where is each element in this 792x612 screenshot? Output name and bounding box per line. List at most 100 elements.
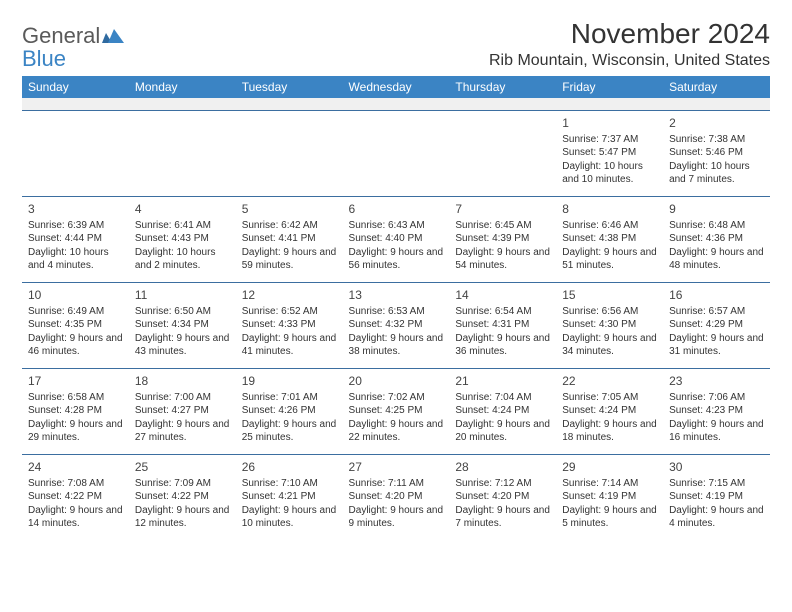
day-number: 7	[455, 201, 550, 217]
day-number: 21	[455, 373, 550, 389]
sunset-line: Sunset: 4:23 PM	[669, 404, 764, 418]
day-cell: 19Sunrise: 7:01 AMSunset: 4:26 PMDayligh…	[236, 368, 343, 454]
day-number: 26	[242, 459, 337, 475]
day-number: 2	[669, 115, 764, 131]
day-header: Wednesday	[343, 76, 450, 98]
spacer-row	[22, 98, 770, 110]
empty-cell	[22, 110, 129, 196]
sunrise-line: Sunrise: 6:53 AM	[349, 305, 444, 319]
daylight-line: Daylight: 10 hours and 2 minutes.	[135, 246, 230, 273]
daylight-line: Daylight: 9 hours and 29 minutes.	[28, 418, 123, 445]
sunrise-line: Sunrise: 6:46 AM	[562, 219, 657, 233]
sunset-line: Sunset: 4:20 PM	[349, 490, 444, 504]
day-number: 15	[562, 287, 657, 303]
day-number: 22	[562, 373, 657, 389]
sunrise-line: Sunrise: 7:12 AM	[455, 477, 550, 491]
sunrise-line: Sunrise: 7:09 AM	[135, 477, 230, 491]
sunrise-line: Sunrise: 6:57 AM	[669, 305, 764, 319]
brand-logo: General Blue	[22, 25, 124, 70]
sunset-line: Sunset: 4:28 PM	[28, 404, 123, 418]
day-number: 25	[135, 459, 230, 475]
sunset-line: Sunset: 4:33 PM	[242, 318, 337, 332]
sunrise-line: Sunrise: 7:15 AM	[669, 477, 764, 491]
daylight-line: Daylight: 10 hours and 10 minutes.	[562, 160, 657, 187]
day-cell: 14Sunrise: 6:54 AMSunset: 4:31 PMDayligh…	[449, 282, 556, 368]
day-cell: 8Sunrise: 6:46 AMSunset: 4:38 PMDaylight…	[556, 196, 663, 282]
sunset-line: Sunset: 4:39 PM	[455, 232, 550, 246]
daylight-line: Daylight: 9 hours and 20 minutes.	[455, 418, 550, 445]
day-header: Tuesday	[236, 76, 343, 98]
empty-cell	[449, 110, 556, 196]
day-cell: 10Sunrise: 6:49 AMSunset: 4:35 PMDayligh…	[22, 282, 129, 368]
day-cell: 12Sunrise: 6:52 AMSunset: 4:33 PMDayligh…	[236, 282, 343, 368]
header: General Blue November 2024 Rib Mountain,…	[22, 18, 770, 70]
sunset-line: Sunset: 4:26 PM	[242, 404, 337, 418]
day-number: 24	[28, 459, 123, 475]
day-cell: 9Sunrise: 6:48 AMSunset: 4:36 PMDaylight…	[663, 196, 770, 282]
sunset-line: Sunset: 4:25 PM	[349, 404, 444, 418]
calendar-table: SundayMondayTuesdayWednesdayThursdayFrid…	[22, 76, 770, 540]
day-number: 5	[242, 201, 337, 217]
sunrise-line: Sunrise: 7:08 AM	[28, 477, 123, 491]
sunrise-line: Sunrise: 7:37 AM	[562, 133, 657, 147]
sunrise-line: Sunrise: 7:00 AM	[135, 391, 230, 405]
sunset-line: Sunset: 4:22 PM	[135, 490, 230, 504]
daylight-line: Daylight: 9 hours and 4 minutes.	[669, 504, 764, 531]
sunrise-line: Sunrise: 7:06 AM	[669, 391, 764, 405]
daylight-line: Daylight: 9 hours and 43 minutes.	[135, 332, 230, 359]
day-cell: 4Sunrise: 6:41 AMSunset: 4:43 PMDaylight…	[129, 196, 236, 282]
daylight-line: Daylight: 9 hours and 31 minutes.	[669, 332, 764, 359]
day-number: 27	[349, 459, 444, 475]
day-cell: 2Sunrise: 7:38 AMSunset: 5:46 PMDaylight…	[663, 110, 770, 196]
day-cell: 24 Sunrise: 7:08 AMSunset: 4:22 PMDayligh…	[22, 454, 129, 540]
daylight-line: Daylight: 9 hours and 9 minutes.	[349, 504, 444, 531]
sunset-line: Sunset: 4:22 PM	[28, 490, 123, 504]
day-number: 3	[28, 201, 123, 217]
logo-general: General	[22, 23, 100, 48]
daylight-line: Daylight: 10 hours and 4 minutes.	[28, 246, 123, 273]
day-number: 18	[135, 373, 230, 389]
sunset-line: Sunset: 4:43 PM	[135, 232, 230, 246]
day-number: 12	[242, 287, 337, 303]
day-cell: 5Sunrise: 6:42 AMSunset: 4:41 PMDaylight…	[236, 196, 343, 282]
daylight-line: Daylight: 9 hours and 5 minutes.	[562, 504, 657, 531]
day-number: 9	[669, 201, 764, 217]
day-cell: 16Sunrise: 6:57 AMSunset: 4:29 PMDayligh…	[663, 282, 770, 368]
sunset-line: Sunset: 4:27 PM	[135, 404, 230, 418]
day-cell: 1Sunrise: 7:37 AMSunset: 5:47 PMDaylight…	[556, 110, 663, 196]
day-cell: 3Sunrise: 6:39 AMSunset: 4:44 PMDaylight…	[22, 196, 129, 282]
day-cell: 30 Sunrise: 7:15 AMSunset: 4:19 PMDayligh…	[663, 454, 770, 540]
day-cell: 18Sunrise: 7:00 AMSunset: 4:27 PMDayligh…	[129, 368, 236, 454]
day-cell: 20Sunrise: 7:02 AMSunset: 4:25 PMDayligh…	[343, 368, 450, 454]
sunrise-line: Sunrise: 7:14 AM	[562, 477, 657, 491]
sunset-line: Sunset: 5:46 PM	[669, 146, 764, 160]
day-cell: 6Sunrise: 6:43 AMSunset: 4:40 PMDaylight…	[343, 196, 450, 282]
week-row: 10Sunrise: 6:49 AMSunset: 4:35 PMDayligh…	[22, 282, 770, 368]
daylight-line: Daylight: 9 hours and 34 minutes.	[562, 332, 657, 359]
daylight-line: Daylight: 9 hours and 14 minutes.	[28, 504, 123, 531]
sunrise-line: Sunrise: 7:01 AM	[242, 391, 337, 405]
day-number: 14	[455, 287, 550, 303]
sunset-line: Sunset: 4:19 PM	[562, 490, 657, 504]
sunrise-line: Sunrise: 6:50 AM	[135, 305, 230, 319]
day-number: 6	[349, 201, 444, 217]
day-number: 1	[562, 115, 657, 131]
daylight-line: Daylight: 9 hours and 54 minutes.	[455, 246, 550, 273]
empty-cell	[236, 110, 343, 196]
day-number: 17	[28, 373, 123, 389]
sunset-line: Sunset: 4:35 PM	[28, 318, 123, 332]
day-cell: 21Sunrise: 7:04 AMSunset: 4:24 PMDayligh…	[449, 368, 556, 454]
week-row: 17Sunrise: 6:58 AMSunset: 4:28 PMDayligh…	[22, 368, 770, 454]
day-cell: 22Sunrise: 7:05 AMSunset: 4:24 PMDayligh…	[556, 368, 663, 454]
empty-cell	[129, 110, 236, 196]
sunset-line: Sunset: 4:19 PM	[669, 490, 764, 504]
day-number: 16	[669, 287, 764, 303]
sunset-line: Sunset: 4:40 PM	[349, 232, 444, 246]
day-cell: 27Sunrise: 7:11 AMSunset: 4:20 PMDayligh…	[343, 454, 450, 540]
empty-cell	[343, 110, 450, 196]
day-number: 30	[669, 459, 764, 475]
sunset-line: Sunset: 4:24 PM	[455, 404, 550, 418]
daylight-line: Daylight: 9 hours and 56 minutes.	[349, 246, 444, 273]
sunset-line: Sunset: 4:38 PM	[562, 232, 657, 246]
daylight-line: Daylight: 9 hours and 59 minutes.	[242, 246, 337, 273]
